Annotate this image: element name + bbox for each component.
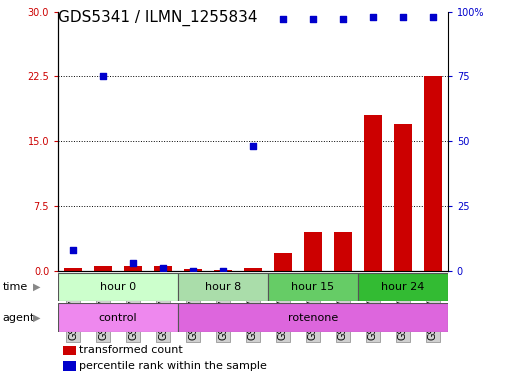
Text: hour 0: hour 0	[100, 282, 136, 292]
Text: hour 8: hour 8	[205, 282, 241, 292]
Text: percentile rank within the sample: percentile rank within the sample	[79, 361, 267, 371]
Text: agent: agent	[3, 313, 35, 323]
Point	[69, 247, 77, 253]
Bar	[273, 253, 291, 271]
Text: transformed count: transformed count	[79, 345, 183, 355]
Bar	[268, 273, 357, 301]
Point	[308, 16, 316, 22]
Bar	[357, 273, 447, 301]
Point	[159, 265, 167, 271]
Bar	[178, 303, 447, 332]
Bar	[178, 273, 268, 301]
Bar	[64, 268, 82, 271]
Text: hour 24: hour 24	[380, 282, 424, 292]
Bar	[393, 124, 411, 271]
Point	[129, 260, 137, 266]
Point	[278, 16, 286, 22]
Bar	[124, 266, 142, 271]
Bar	[333, 232, 351, 271]
Bar	[184, 269, 201, 271]
Text: ▶: ▶	[33, 282, 40, 292]
Text: ▶: ▶	[33, 313, 40, 323]
Bar	[423, 76, 441, 271]
Point	[428, 13, 436, 20]
Bar	[363, 115, 381, 271]
Bar	[243, 268, 262, 271]
Bar	[58, 273, 178, 301]
Bar	[94, 266, 112, 271]
Text: rotenone: rotenone	[287, 313, 337, 323]
Point	[189, 268, 197, 274]
Bar	[58, 303, 178, 332]
Point	[219, 268, 227, 274]
Bar	[304, 232, 321, 271]
Text: GDS5341 / ILMN_1255834: GDS5341 / ILMN_1255834	[58, 10, 257, 26]
Point	[398, 13, 406, 20]
Point	[248, 143, 257, 149]
Point	[338, 16, 346, 22]
Bar	[214, 270, 232, 271]
Point	[99, 73, 107, 79]
Text: hour 15: hour 15	[291, 282, 334, 292]
Bar	[154, 266, 172, 271]
Point	[368, 13, 376, 20]
Text: time: time	[3, 282, 28, 292]
Text: control: control	[98, 313, 137, 323]
